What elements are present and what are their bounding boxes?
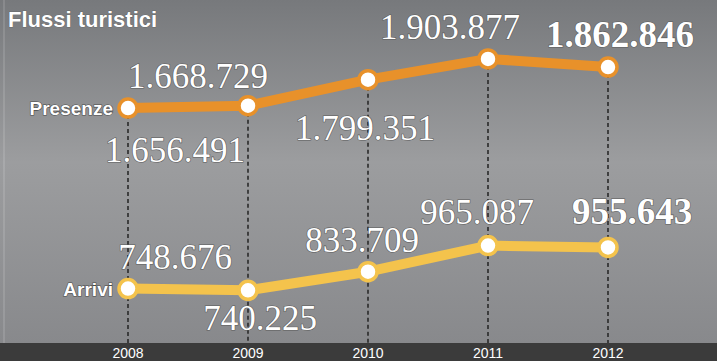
background	[0, 0, 717, 361]
series-label: Presenze	[30, 98, 113, 119]
plot-area	[119, 50, 617, 299]
marker	[479, 237, 497, 255]
marker	[359, 71, 377, 89]
data-label: 740.225	[203, 299, 317, 338]
x-tick-label: 2008	[112, 345, 143, 361]
series-label: Arrivi	[63, 279, 113, 300]
x-tick-label: 2009	[232, 345, 263, 361]
chart: 2008 2009 2010 2011 2012 Flussi turistici Pres…	[0, 0, 717, 361]
marker	[479, 50, 497, 68]
data-label: 748.676	[118, 238, 232, 277]
data-label: 833.709	[305, 221, 419, 260]
marker	[119, 99, 137, 117]
marker	[599, 58, 617, 76]
marker	[239, 97, 257, 115]
y-axis-line	[4, 0, 5, 348]
data-label: 1.862.846	[546, 14, 694, 55]
title: Flussi turistici	[8, 7, 157, 32]
x-axis-band	[0, 343, 717, 361]
data-label: 965.087	[420, 193, 534, 232]
marker	[359, 263, 377, 281]
x-tick-label: 2012	[592, 345, 623, 361]
data-label: 955.643	[572, 191, 692, 232]
data-label: 1.903.877	[380, 8, 520, 47]
data-label: 1.656.491	[105, 131, 245, 170]
marker	[239, 281, 257, 299]
data-label: 1.799.351	[295, 109, 435, 148]
marker	[599, 238, 617, 256]
x-tick-label: 2011	[473, 345, 503, 361]
marker	[119, 280, 137, 298]
x-tick-label: 2010	[352, 345, 383, 361]
data-label: 1.668.729	[128, 57, 268, 96]
